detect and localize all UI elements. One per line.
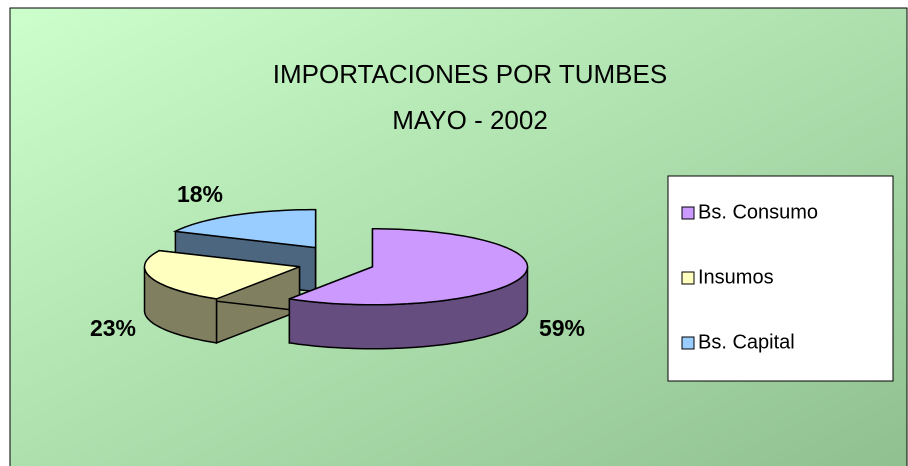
slice-top bbox=[289, 228, 529, 306]
legend-swatch bbox=[681, 271, 695, 285]
pie: 59% 23% 18% bbox=[90, 181, 585, 350]
slice-top bbox=[172, 208, 317, 249]
legend-box bbox=[667, 175, 894, 382]
pie-slice bbox=[288, 228, 529, 350]
legend-swatch bbox=[681, 336, 695, 350]
pie-slice bbox=[143, 249, 301, 344]
slice-top bbox=[143, 249, 300, 300]
legend-label: Insumos bbox=[698, 266, 774, 288]
legend-label: Bs. Consumo bbox=[698, 201, 818, 223]
data-label: 18% bbox=[177, 181, 223, 207]
legend-label: Bs. Capital bbox=[698, 331, 795, 353]
legend-swatch bbox=[681, 206, 695, 220]
data-label: 59% bbox=[539, 315, 585, 341]
chart-title: IMPORTACIONES POR TUMBES bbox=[273, 59, 667, 89]
data-label: 23% bbox=[90, 315, 136, 341]
chart-subtitle: MAYO - 2002 bbox=[392, 105, 548, 135]
legend: Bs. Consumo Insumos Bs. Capital bbox=[667, 175, 894, 382]
